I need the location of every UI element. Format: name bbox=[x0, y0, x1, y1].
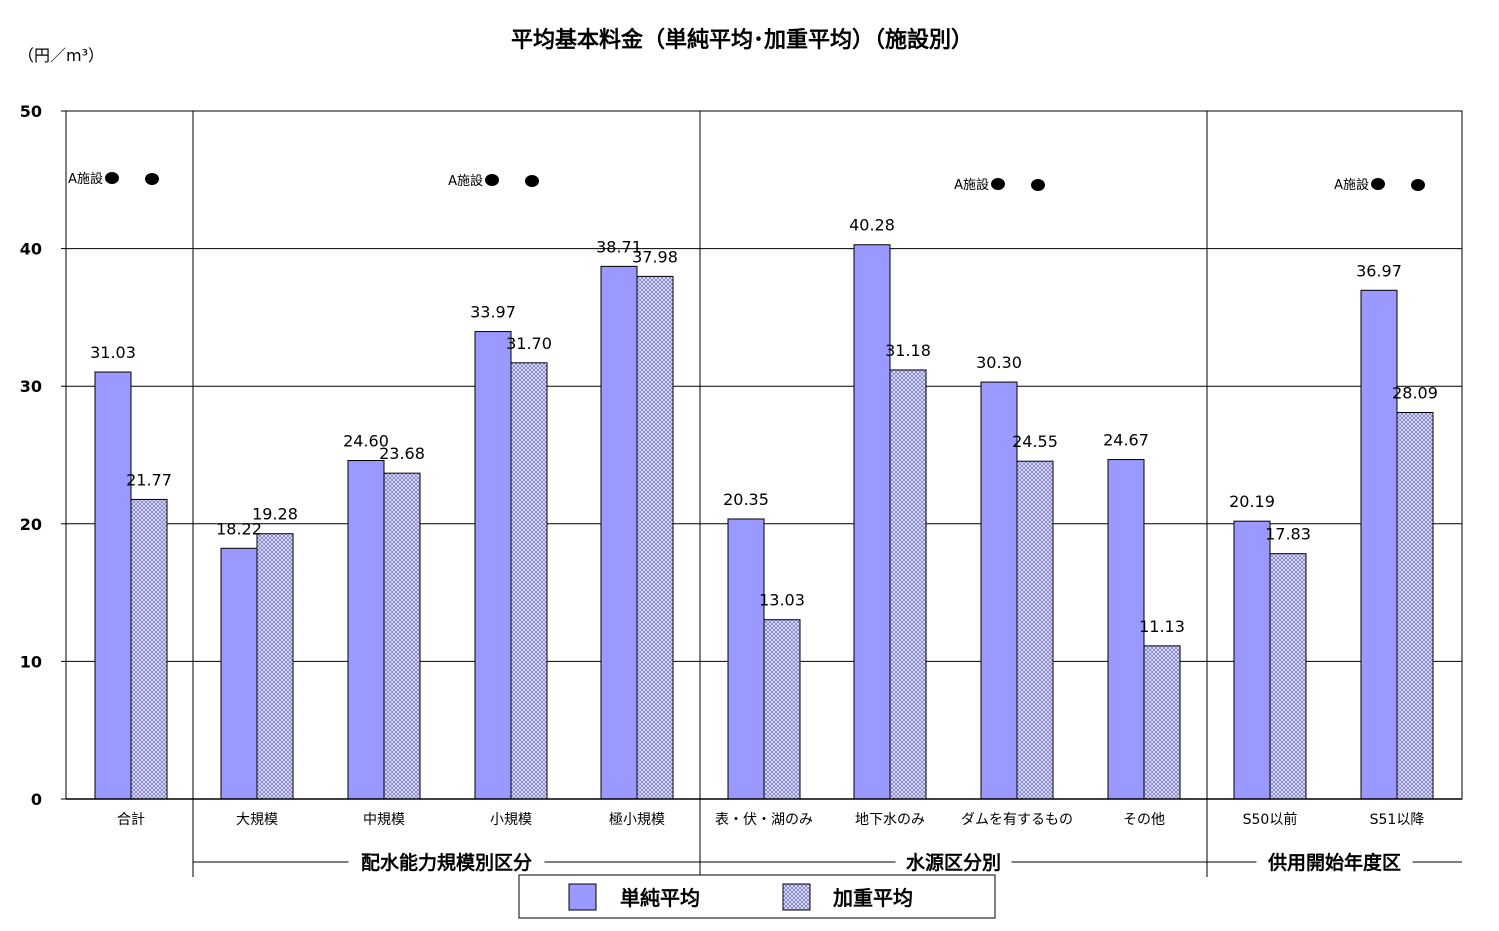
x-tick-label: 大規模 bbox=[236, 812, 278, 828]
y-tick-label: 0 bbox=[31, 790, 42, 809]
bar-simple bbox=[220, 547, 258, 800]
value-label-weighted: 17.83 bbox=[1265, 525, 1311, 544]
group-label: 供用開始年度区 bbox=[1267, 851, 1401, 874]
value-label-weighted: 13.03 bbox=[759, 591, 805, 610]
bars-layer bbox=[94, 244, 1434, 800]
value-label-weighted: 11.13 bbox=[1139, 617, 1185, 636]
value-label-weighted: 28.09 bbox=[1392, 383, 1438, 402]
x-tick-label: S50以前 bbox=[1243, 811, 1298, 828]
bar-simple bbox=[347, 460, 385, 800]
value-label-simple: 36.97 bbox=[1356, 261, 1402, 280]
x-tick-label: 極小規模 bbox=[609, 812, 665, 828]
x-tick-label: 地下水のみ bbox=[855, 812, 925, 828]
value-label-weighted: 37.98 bbox=[632, 247, 678, 266]
value-label-simple: 20.19 bbox=[1229, 492, 1275, 511]
bar-weighted bbox=[889, 369, 927, 800]
bar-simple bbox=[1107, 459, 1145, 800]
bar-simple bbox=[1233, 520, 1271, 800]
x-tick-label: 合計 bbox=[117, 812, 145, 828]
marker-dot-weighted bbox=[1031, 179, 1045, 191]
bar-simple bbox=[474, 331, 512, 800]
y-tick-label: 30 bbox=[20, 377, 42, 396]
chart-title: 平均基本料金（単純平均･加重平均）（施設別） bbox=[511, 27, 973, 53]
value-label-simple: 33.97 bbox=[470, 303, 516, 322]
legend-label-simple: 単純平均 bbox=[620, 886, 700, 910]
x-tick-label: ダムを有するもの bbox=[961, 812, 1073, 828]
y-axis-unit-label: （円／m³） bbox=[18, 46, 104, 65]
x-tick-label: 小規模 bbox=[490, 812, 532, 828]
y-tick-label: 40 bbox=[20, 240, 42, 259]
marker-label: A施設 bbox=[1334, 177, 1369, 193]
bar-weighted bbox=[636, 275, 674, 800]
bar-simple bbox=[1360, 289, 1398, 800]
value-label-simple: 31.03 bbox=[90, 343, 136, 362]
marker-label: A施設 bbox=[448, 173, 483, 189]
group-label: 配水能力規模別区分 bbox=[361, 851, 532, 874]
bar-weighted bbox=[763, 619, 801, 800]
value-label-weighted: 24.55 bbox=[1012, 432, 1058, 451]
markers-layer: A施設 A施設 A施設 A施設 bbox=[68, 171, 1425, 193]
marker-dot-weighted bbox=[1411, 179, 1425, 191]
marker-label: A施設 bbox=[954, 177, 989, 193]
bar-weighted bbox=[130, 498, 168, 800]
bar-weighted bbox=[1016, 460, 1054, 800]
bar-simple bbox=[727, 518, 765, 800]
bar-weighted bbox=[383, 472, 421, 800]
marker-label: A施設 bbox=[68, 171, 103, 187]
value-label-simple: 20.35 bbox=[723, 490, 769, 509]
legend: 単純平均 加重平均 bbox=[518, 874, 996, 919]
bar-weighted bbox=[1143, 645, 1181, 800]
bar-weighted bbox=[1396, 411, 1434, 800]
legend-box bbox=[518, 874, 996, 919]
bar-weighted bbox=[510, 362, 548, 800]
marker-dot-weighted bbox=[145, 173, 159, 185]
value-label-weighted: 21.77 bbox=[126, 470, 172, 489]
value-label-simple: 30.30 bbox=[976, 353, 1022, 372]
value-label-simple: 18.22 bbox=[216, 519, 262, 538]
legend-swatch-weighted bbox=[782, 883, 811, 911]
group-label-bg bbox=[1256, 848, 1413, 874]
bar-weighted bbox=[1269, 553, 1307, 800]
value-label-simple: 24.60 bbox=[343, 432, 389, 451]
group-label: 水源区分別 bbox=[906, 851, 1001, 874]
value-label-simple: 40.28 bbox=[849, 216, 895, 235]
x-tick-label: 表・伏・湖のみ bbox=[715, 812, 813, 828]
value-label-weighted: 23.68 bbox=[379, 444, 425, 463]
marker-dot-simple bbox=[1371, 178, 1385, 190]
value-label-simple: 38.71 bbox=[596, 237, 642, 256]
marker-dot-simple bbox=[485, 174, 499, 186]
x-tick-label: S51以降 bbox=[1370, 812, 1425, 828]
y-tick-label: 50 bbox=[20, 102, 42, 121]
legend-swatch-simple bbox=[568, 883, 597, 911]
y-tick-label: 20 bbox=[20, 515, 42, 534]
bar-simple bbox=[600, 265, 638, 800]
legend-label-weighted: 加重平均 bbox=[832, 886, 913, 910]
axes-layer: 0 10 20 30 40 50 合計 大規模 中規模 小規模 極小規模 表・伏・湖のみ 地下水のみ ダム… bbox=[20, 102, 1462, 877]
value-label-simple: 24.67 bbox=[1103, 431, 1149, 450]
group-label-bg bbox=[895, 848, 1012, 874]
value-label-weighted: 19.28 bbox=[252, 505, 298, 524]
marker-dot-weighted bbox=[525, 175, 539, 187]
group-label-bg bbox=[348, 848, 545, 874]
x-tick-label: 中規模 bbox=[363, 812, 405, 828]
bar-weighted bbox=[256, 533, 294, 800]
value-label-weighted: 31.70 bbox=[506, 334, 552, 353]
marker-dot-simple bbox=[991, 178, 1005, 190]
bar-simple bbox=[853, 244, 891, 800]
bar-simple bbox=[94, 371, 132, 800]
x-tick-label: その他 bbox=[1123, 812, 1165, 828]
y-tick-label: 10 bbox=[20, 652, 42, 671]
value-label-weighted: 31.18 bbox=[885, 341, 931, 360]
marker-dot-simple bbox=[105, 172, 119, 184]
bar-simple bbox=[980, 381, 1018, 800]
value-labels-layer: 31.03 18.22 24.60 33.97 38.71 20.35 40.28 30.30… bbox=[90, 216, 1438, 636]
